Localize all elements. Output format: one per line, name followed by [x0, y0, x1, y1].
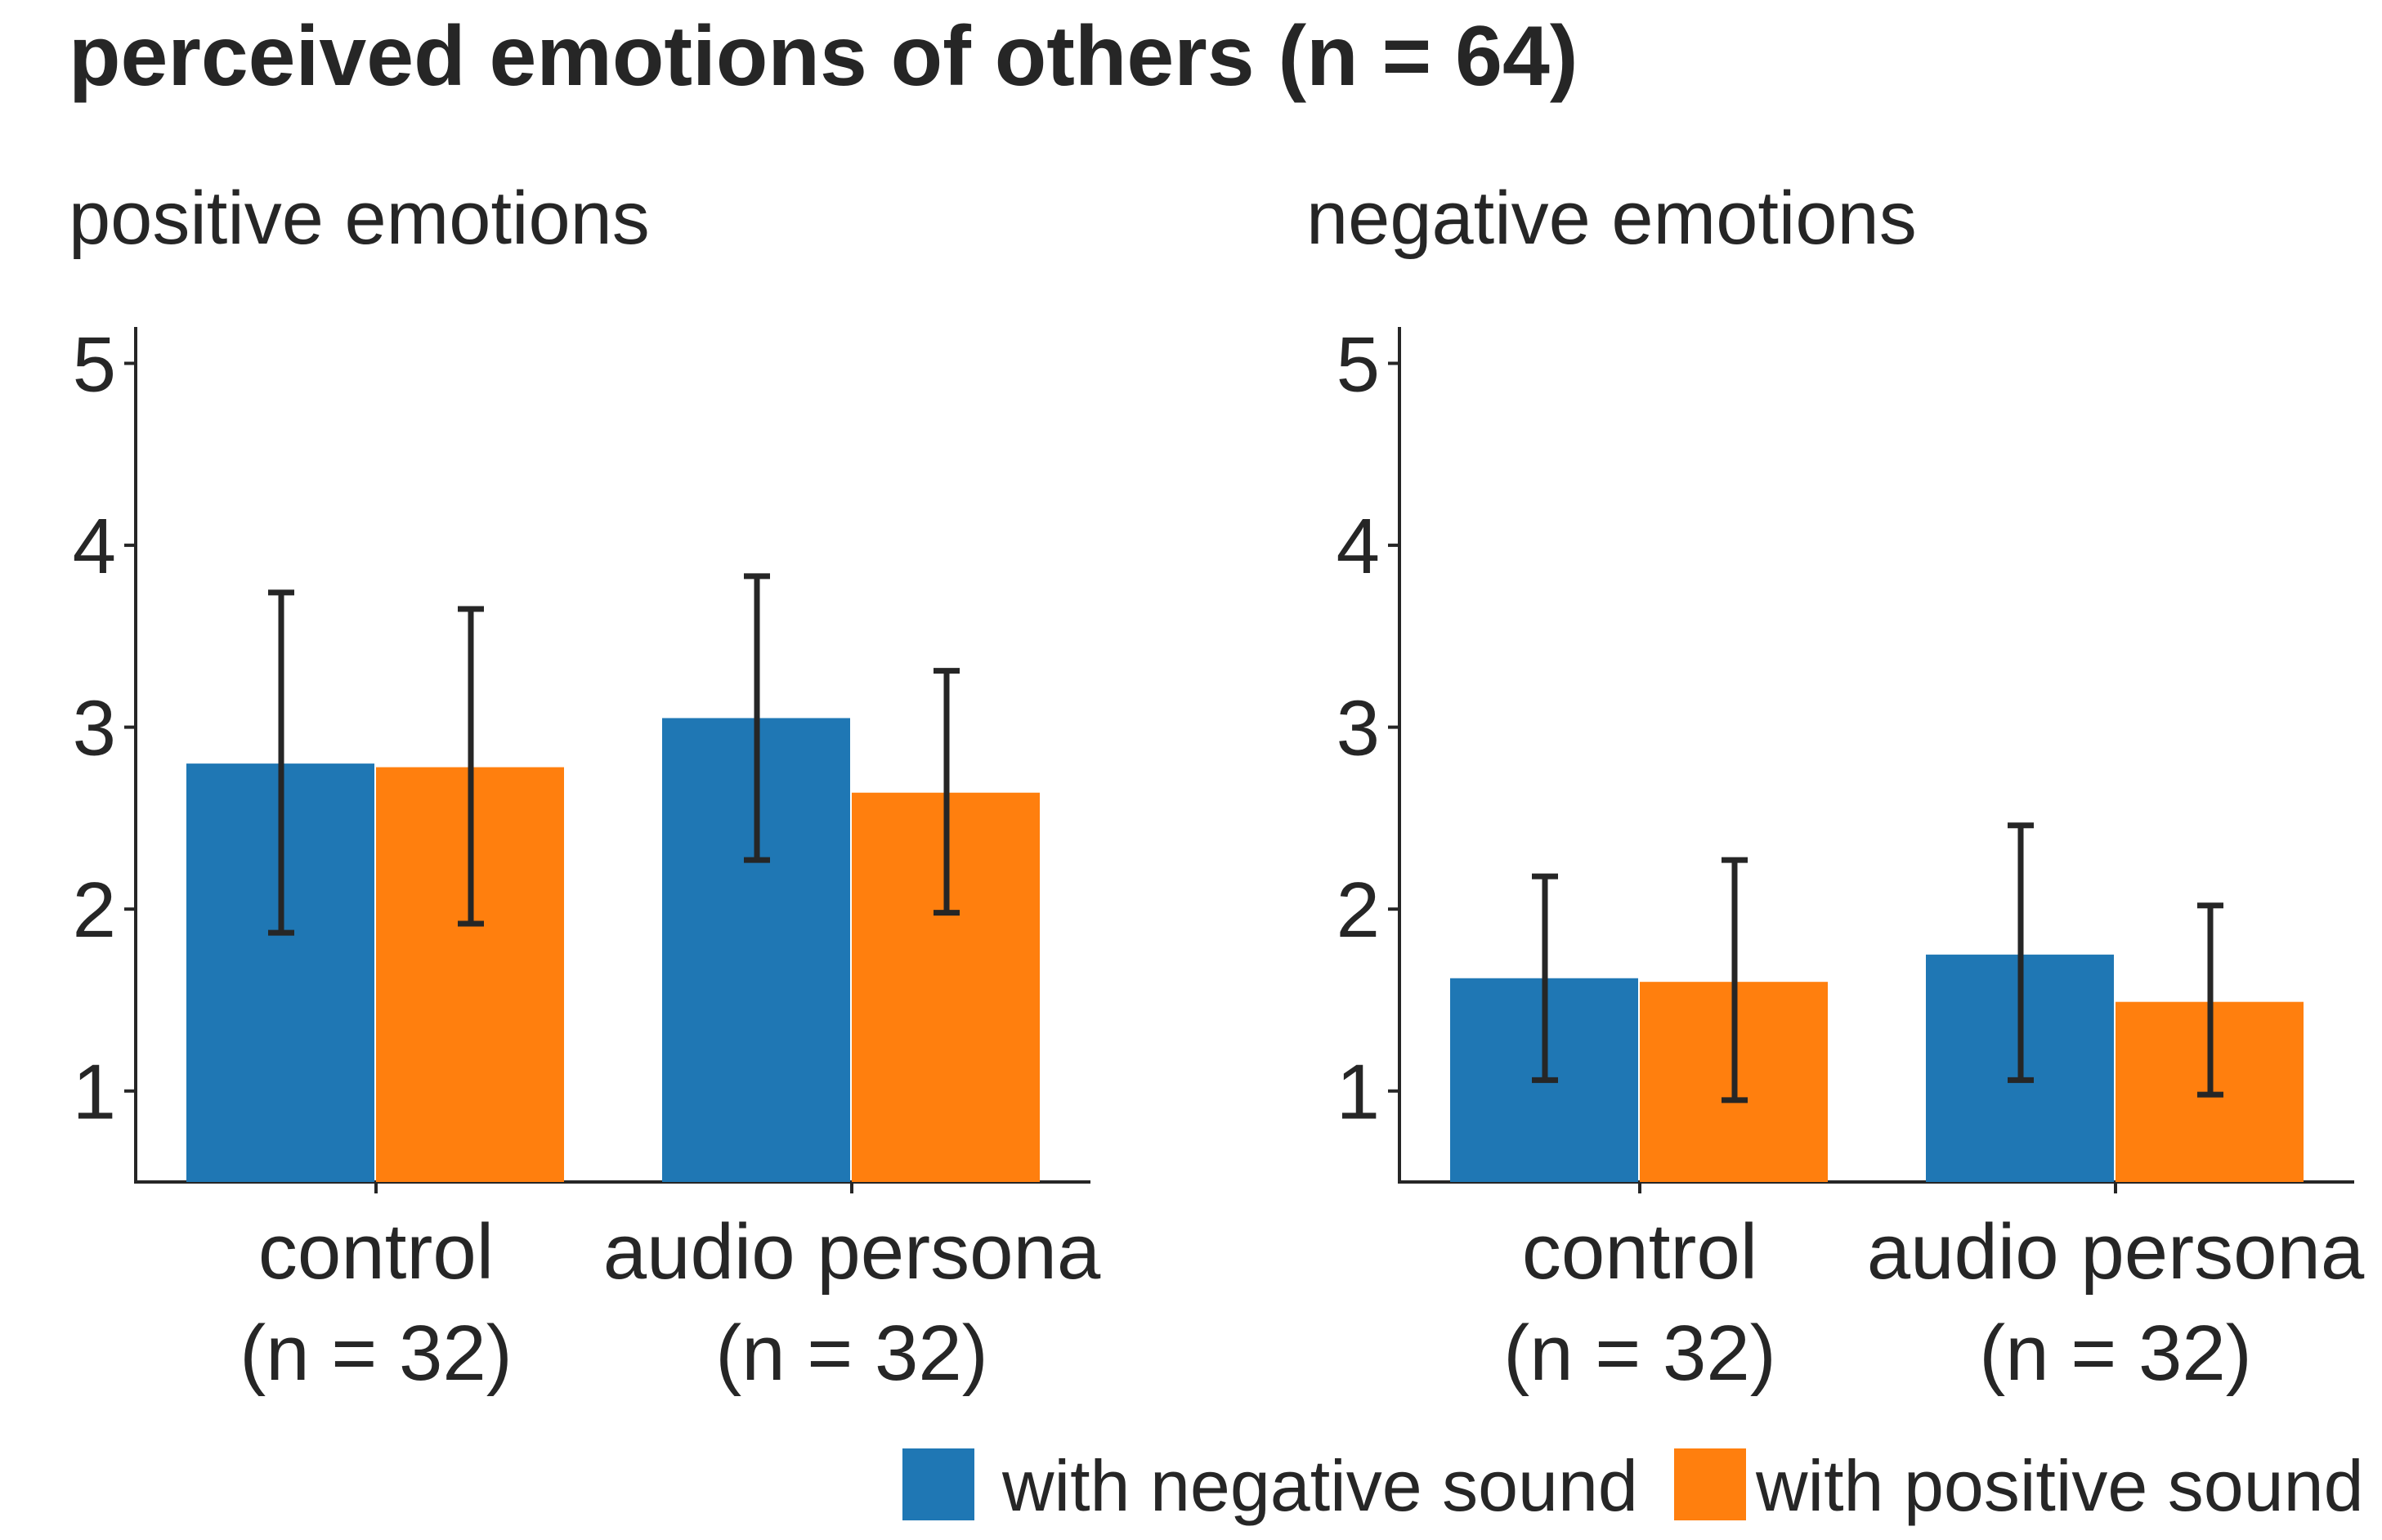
panel-title: positive emotions [69, 177, 650, 260]
legend-swatch [902, 1448, 974, 1520]
error-bar [2197, 902, 2223, 1098]
panel-title: negative emotions [1306, 177, 1917, 260]
x-tick-sublabel: (n = 32) [1979, 1309, 2252, 1397]
y-tick-label: 2 [73, 866, 116, 954]
y-tick-label: 4 [73, 503, 116, 590]
y-tick-label: 5 [1337, 321, 1380, 409]
y-tick-label: 1 [1337, 1049, 1380, 1136]
chart-panels: positive emotions 1 2 3 4 5 control (n = 32) aud… [69, 177, 2365, 1397]
legend-item: with positive sound [1674, 1445, 2364, 1526]
x-tick-sublabel: (n = 32) [240, 1309, 513, 1397]
error-bar [2008, 822, 2034, 1083]
y-tick-label: 4 [1337, 503, 1380, 590]
panel-1: positive emotions 1 2 3 4 5 control (n = 32) aud… [69, 177, 1101, 1397]
legend-label: with negative sound [1001, 1445, 1638, 1526]
panel-2: negative emotions 1 2 3 4 5 control (n = 32) aud… [1306, 177, 2365, 1397]
y-tick-label: 5 [73, 321, 116, 409]
error-bar [458, 606, 484, 927]
x-tick-label: audio persona [603, 1208, 1101, 1296]
y-tick-label: 1 [73, 1049, 116, 1136]
figure-title: perceived emotions of others (n = 64) [69, 9, 1578, 104]
legend-item: with negative sound [902, 1445, 1638, 1526]
legend: with negative sound with positive sound [902, 1445, 2364, 1526]
error-bar [744, 573, 770, 863]
x-tick-label: control [1522, 1208, 1757, 1296]
error-bar [1722, 857, 1748, 1104]
y-tick-label: 2 [1337, 866, 1380, 954]
legend-swatch [1674, 1448, 1746, 1520]
x-tick-label: audio persona [1867, 1208, 2365, 1296]
x-tick-sublabel: (n = 32) [1503, 1309, 1776, 1397]
legend-label: with positive sound [1755, 1445, 2364, 1526]
error-bar [268, 589, 294, 936]
y-tick-label: 3 [1337, 685, 1380, 772]
x-tick-sublabel: (n = 32) [715, 1309, 988, 1397]
y-tick-label: 3 [73, 685, 116, 772]
error-bar [934, 668, 960, 916]
x-tick-label: control [258, 1208, 494, 1296]
error-bar [1532, 873, 1558, 1083]
